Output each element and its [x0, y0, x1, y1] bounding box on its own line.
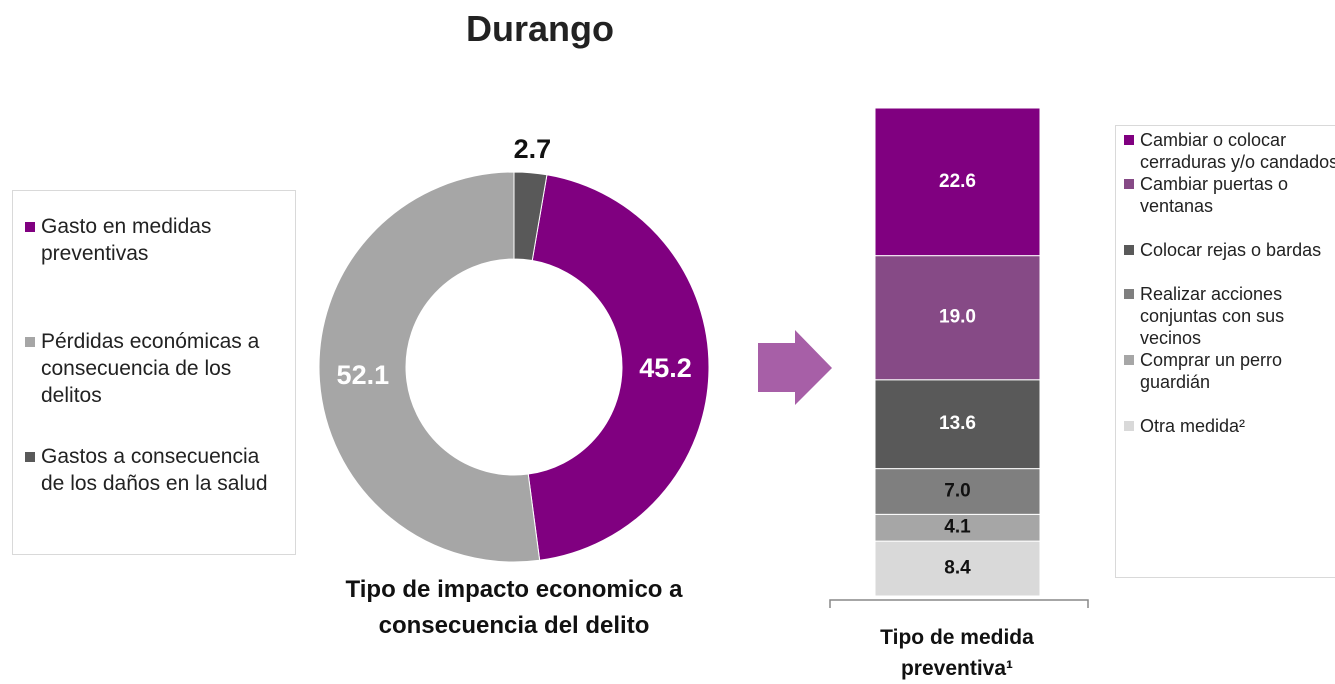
legend-item: Gastos a consecuencia de los daños en la… — [25, 443, 287, 497]
data-label: 52.1 — [337, 360, 390, 390]
data-label: 8.4 — [944, 558, 971, 579]
donut-slice — [527, 174, 710, 561]
legend-label: Otra medida² — [1140, 416, 1246, 436]
data-label: 45.2 — [639, 353, 692, 383]
data-label: 2.7 — [514, 134, 552, 164]
legend-swatch — [1124, 355, 1134, 365]
data-label: 7.0 — [944, 480, 970, 501]
legend-label: Realizar acciones conjuntas con sus veci… — [1140, 284, 1285, 348]
legend-item: Comprar un perro guardián — [1124, 349, 1335, 393]
legend-swatch — [25, 452, 35, 462]
page-title: Durango — [466, 8, 614, 49]
donut-slice — [318, 171, 541, 563]
data-label: 4.1 — [944, 517, 971, 538]
legend-item: Pérdidas económicas a consecuencia de lo… — [25, 328, 287, 409]
legend-swatch — [25, 222, 35, 232]
legend-swatch — [1124, 179, 1134, 189]
legend-item: Colocar rejas o bardas — [1124, 239, 1335, 261]
legend-item: Cambiar puertas o ventanas — [1124, 173, 1335, 217]
legend: Cambiar o colocar cerraduras y/o candado… — [1115, 125, 1335, 578]
legend-item: Gasto en medidas preventivas — [25, 213, 287, 267]
donut-slice — [513, 171, 548, 262]
bar-segment — [874, 107, 1041, 257]
bar-segment — [874, 379, 1041, 470]
legend-swatch — [1124, 289, 1134, 299]
legend-item: Otra medida² — [1124, 415, 1335, 437]
chart-caption: Tipo de medida preventiva¹ — [880, 626, 1034, 680]
chart-caption: Tipo de impacto economico a consecuencia… — [345, 576, 683, 639]
legend-swatch — [1124, 135, 1134, 145]
data-label: 19.0 — [939, 307, 976, 328]
bar-segment — [874, 255, 1041, 381]
data-label: 22.6 — [939, 171, 976, 192]
bar-segment — [874, 513, 1041, 542]
arrow — [758, 330, 832, 405]
legend-label: Gastos a consecuencia de los daños en la… — [41, 445, 268, 495]
legend-swatch — [25, 337, 35, 347]
legend: Gasto en medidas preventivas Pérdidas eco… — [12, 190, 296, 555]
legend-swatch — [1124, 421, 1134, 431]
legend-item: Realizar acciones conjuntas con sus veci… — [1124, 283, 1335, 349]
legend-label: Colocar rejas o bardas — [1140, 240, 1322, 260]
legend-swatch — [1124, 245, 1134, 255]
legend-label: Pérdidas económicas a consecuencia de lo… — [41, 330, 260, 407]
bar-segment — [874, 540, 1041, 597]
legend-item: Cambiar o colocar cerraduras y/o candado… — [1124, 129, 1335, 173]
legend-label: Comprar un perro guardián — [1140, 350, 1283, 392]
legend-label: Gasto en medidas preventivas — [41, 215, 212, 265]
legend-label: Cambiar puertas o ventanas — [1140, 174, 1289, 216]
data-label: 13.6 — [939, 413, 976, 434]
legend-label: Cambiar o colocar cerraduras y/o candado… — [1140, 130, 1335, 172]
bracket — [829, 599, 1089, 608]
